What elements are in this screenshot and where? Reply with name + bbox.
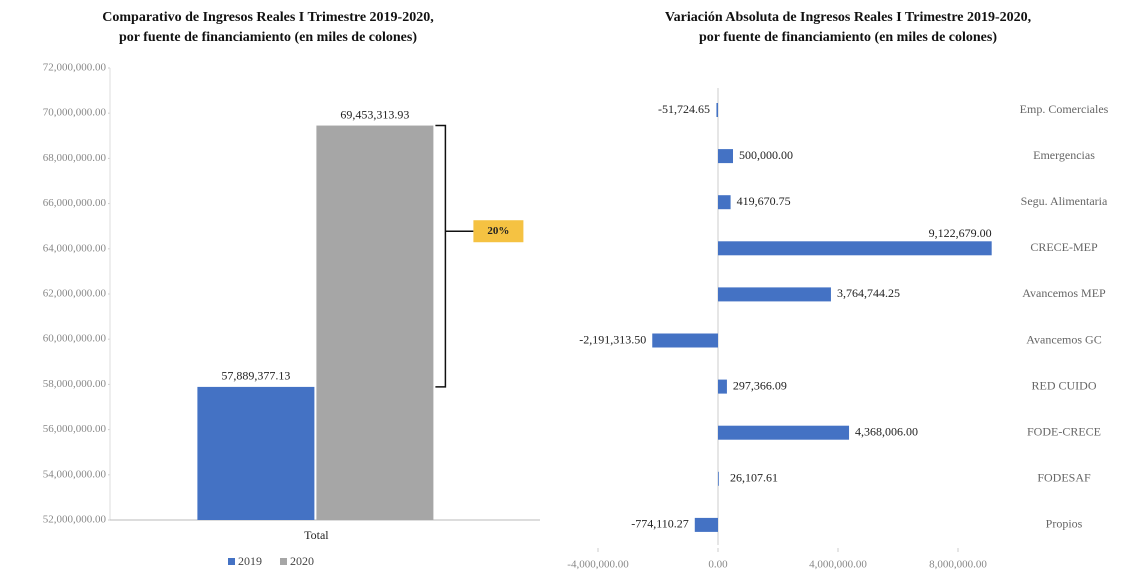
category-label: FODE-CRECE bbox=[1027, 424, 1101, 438]
bar bbox=[718, 425, 850, 440]
legend-label: 2020 bbox=[290, 554, 314, 568]
bar bbox=[718, 195, 731, 210]
bar bbox=[716, 103, 718, 117]
category-label: Emergencias bbox=[1033, 148, 1095, 162]
bracket bbox=[435, 124, 447, 388]
legend-swatch bbox=[280, 558, 287, 565]
y-tick-label: 64,000,000.00 bbox=[43, 242, 107, 254]
value-label: -774,110.27 bbox=[631, 517, 689, 531]
category-label: CRECE-MEP bbox=[1030, 240, 1098, 254]
y-tick-label: 62,000,000.00 bbox=[43, 288, 107, 300]
category-label: RED CUIDO bbox=[1032, 378, 1097, 392]
annotation-box bbox=[473, 220, 524, 243]
x-tick-label: -4,000,000.00 bbox=[567, 559, 629, 571]
category-label: Propios bbox=[1046, 517, 1083, 531]
bar bbox=[718, 379, 727, 394]
y-tick-label: 70,000,000.00 bbox=[43, 107, 107, 119]
y-tick-label: 60,000,000.00 bbox=[43, 333, 107, 345]
value-label: 69,453,313.93 bbox=[340, 107, 409, 121]
bar bbox=[197, 386, 315, 520]
category-label: Avancemos GC bbox=[1026, 332, 1101, 346]
value-label: 297,366.09 bbox=[733, 378, 787, 392]
x-tick-label: Total bbox=[304, 528, 329, 542]
value-label: -51,724.65 bbox=[658, 102, 710, 116]
y-tick-label: 54,000,000.00 bbox=[43, 468, 107, 480]
chart-title: por fuente de financiamiento (en miles d… bbox=[699, 30, 997, 45]
value-label: 9,122,679.00 bbox=[929, 226, 992, 240]
annotation: 20% bbox=[487, 225, 509, 237]
value-label: -2,191,313.50 bbox=[579, 332, 646, 346]
value-label: 419,670.75 bbox=[737, 194, 791, 208]
x-tick-label: 8,000,000.00 bbox=[929, 559, 987, 571]
bar bbox=[718, 287, 831, 302]
legend-label: 2019 bbox=[238, 554, 262, 568]
y-tick-label: 68,000,000.00 bbox=[43, 152, 107, 164]
y-tick-label: 52,000,000.00 bbox=[43, 514, 107, 526]
bar bbox=[694, 517, 718, 532]
value-label: 26,107.61 bbox=[730, 471, 778, 485]
value-label: 57,889,377.13 bbox=[221, 369, 290, 383]
chart-title: Comparativo de Ingresos Reales I Trimest… bbox=[102, 10, 433, 25]
category-label: Segu. Alimentaria bbox=[1021, 194, 1108, 208]
category-label: Avancemos MEP bbox=[1022, 286, 1106, 300]
x-tick-label: 0.00 bbox=[708, 559, 728, 571]
chart-title: por fuente de financiamiento (en miles d… bbox=[119, 30, 417, 45]
bar bbox=[718, 241, 992, 256]
bar bbox=[718, 149, 733, 164]
value-label: 500,000.00 bbox=[739, 148, 793, 162]
x-tick-label: 4,000,000.00 bbox=[809, 559, 867, 571]
bar bbox=[316, 125, 434, 520]
chart-title: Variación Absoluta de Ingresos Reales I … bbox=[665, 10, 1031, 25]
legend-swatch bbox=[228, 558, 235, 565]
value-label: 3,764,744.25 bbox=[837, 286, 900, 300]
value-label: 4,368,006.00 bbox=[855, 424, 918, 438]
y-tick-label: 66,000,000.00 bbox=[43, 197, 107, 209]
y-tick-label: 56,000,000.00 bbox=[43, 423, 107, 435]
bar bbox=[718, 471, 719, 486]
y-tick-label: 58,000,000.00 bbox=[43, 378, 107, 390]
category-label: FODESAF bbox=[1037, 471, 1091, 485]
bar bbox=[652, 333, 718, 348]
category-label: Emp. Comerciales bbox=[1020, 102, 1109, 116]
y-tick-label: 72,000,000.00 bbox=[43, 62, 107, 74]
